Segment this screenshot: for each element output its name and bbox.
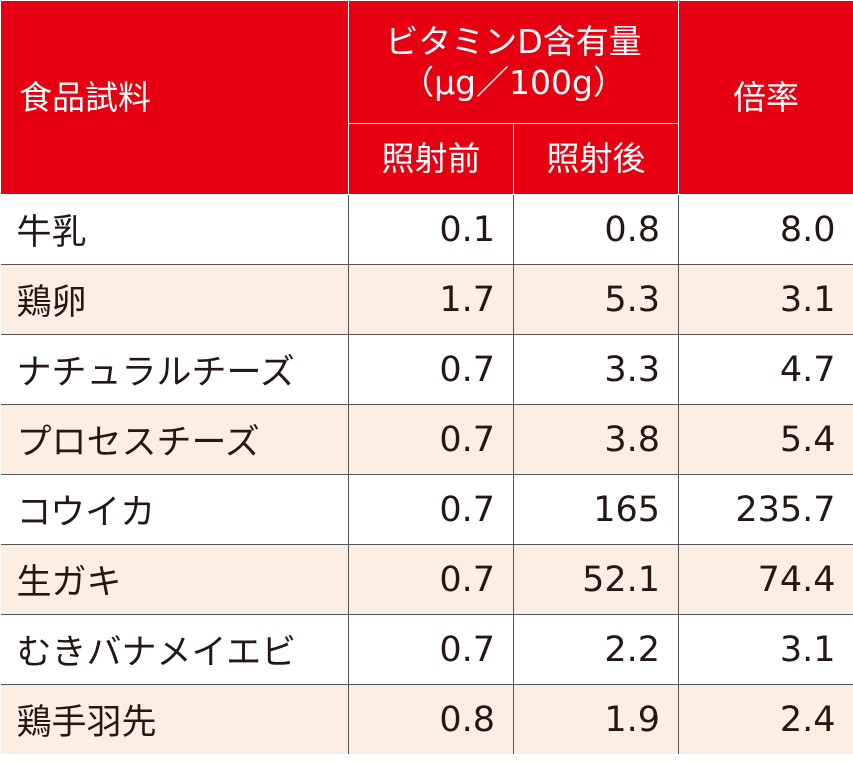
ratio-value-cell: 3.1 — [678, 264, 853, 335]
after-value-cell: 165 — [512, 474, 680, 545]
header-vitamin-d-title: ビタミンD含有量 — [385, 21, 642, 61]
header-before-irradiation: 照射前 — [348, 123, 514, 195]
table-row: むきバナメイエビ 0.7 2.2 3.1 — [0, 614, 853, 685]
food-name-cell: むきバナメイエビ — [0, 614, 349, 685]
after-value-cell: 0.8 — [512, 194, 680, 265]
table-row: 牛乳 0.1 0.8 8.0 — [0, 194, 853, 265]
table-row: ナチュラルチーズ 0.7 3.3 4.7 — [0, 334, 853, 405]
ratio-value-cell: 8.0 — [678, 194, 853, 265]
after-value-cell: 3.8 — [512, 404, 680, 475]
before-value-cell: 0.1 — [348, 194, 514, 265]
ratio-value-cell: 3.1 — [678, 614, 853, 685]
after-value-cell: 5.3 — [512, 264, 680, 335]
after-value-cell: 3.3 — [512, 334, 680, 405]
before-value-cell: 0.7 — [348, 334, 514, 405]
before-value-cell: 0.7 — [348, 544, 514, 615]
food-name-cell: 牛乳 — [0, 194, 349, 265]
after-value-cell: 1.9 — [512, 684, 680, 754]
food-name-cell: 鶏卵 — [0, 264, 349, 335]
food-name-cell: プロセスチーズ — [0, 404, 349, 475]
ratio-value-cell: 74.4 — [678, 544, 853, 615]
after-value-cell: 2.2 — [512, 614, 680, 685]
table-row: 鶏卵 1.7 5.3 3.1 — [0, 264, 853, 335]
header-vitamin-d-content: ビタミンD含有量 （µg／100g） — [347, 0, 680, 124]
ratio-value-cell: 235.7 — [678, 474, 853, 545]
table-row: コウイカ 0.7 165 235.7 — [0, 474, 853, 545]
header-food-sample: 食品試料 — [0, 0, 349, 195]
food-name-cell: ナチュラルチーズ — [0, 334, 349, 405]
ratio-value-cell: 2.4 — [678, 684, 853, 754]
ratio-value-cell: 4.7 — [678, 334, 853, 405]
food-name-cell: 鶏手羽先 — [0, 684, 349, 754]
after-value-cell: 52.1 — [512, 544, 680, 615]
before-value-cell: 0.8 — [348, 684, 514, 754]
food-name-cell: コウイカ — [0, 474, 349, 545]
ratio-value-cell: 5.4 — [678, 404, 853, 475]
table-row: 鶏手羽先 0.8 1.9 2.4 — [0, 684, 853, 754]
header-vitamin-d-unit: （µg／100g） — [401, 63, 626, 102]
header-after-irradiation: 照射後 — [512, 123, 680, 195]
header-ratio: 倍率 — [678, 0, 853, 195]
table-body: 牛乳 0.1 0.8 8.0 鶏卵 1.7 5.3 3.1 ナチュラルチーズ 0… — [0, 194, 853, 754]
food-name-cell: 生ガキ — [0, 544, 349, 615]
before-value-cell: 0.7 — [348, 404, 514, 475]
before-value-cell: 1.7 — [348, 264, 514, 335]
before-value-cell: 0.7 — [348, 614, 514, 685]
table-header: 食品試料 ビタミンD含有量 （µg／100g） 倍率 照射前 照射後 — [0, 0, 853, 195]
table-row: 生ガキ 0.7 52.1 74.4 — [0, 544, 853, 615]
table-row: プロセスチーズ 0.7 3.8 5.4 — [0, 404, 853, 475]
before-value-cell: 0.7 — [348, 474, 514, 545]
